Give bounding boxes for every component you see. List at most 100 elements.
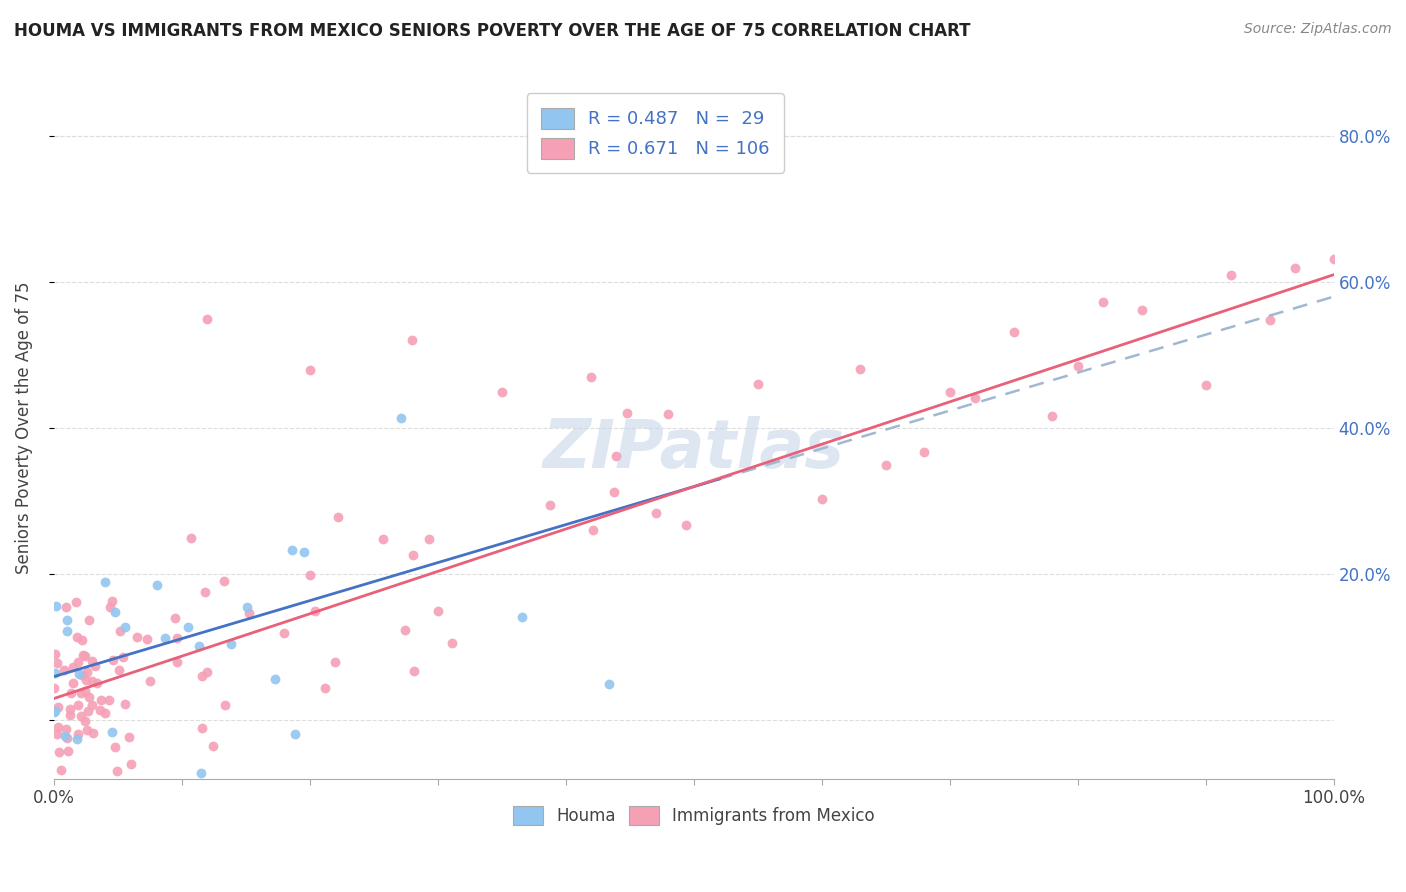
Point xyxy=(1092,294,1115,309)
Point xyxy=(292,545,315,559)
Point xyxy=(80,674,103,689)
Point xyxy=(273,625,295,640)
Point xyxy=(177,620,200,634)
Point xyxy=(62,660,84,674)
Point xyxy=(326,509,349,524)
Point xyxy=(100,599,122,614)
Point xyxy=(42,705,65,719)
Point xyxy=(235,599,257,614)
Point xyxy=(1040,409,1063,423)
Point xyxy=(73,714,96,729)
Point xyxy=(75,673,97,687)
Point xyxy=(1130,302,1153,317)
Point xyxy=(194,585,217,599)
Point xyxy=(48,745,70,759)
Point xyxy=(111,650,134,665)
Point xyxy=(105,764,128,779)
Point xyxy=(53,663,76,677)
Point xyxy=(304,604,326,618)
Point xyxy=(1284,260,1306,275)
Legend: Houma, Immigrants from Mexico: Houma, Immigrants from Mexico xyxy=(505,797,883,834)
Point xyxy=(598,677,620,691)
Point xyxy=(219,637,242,651)
Point xyxy=(90,693,112,707)
Point xyxy=(747,377,769,392)
Point xyxy=(46,700,69,714)
Point xyxy=(401,334,423,348)
Point xyxy=(77,704,100,718)
Point xyxy=(1258,313,1281,327)
Point xyxy=(120,756,142,771)
Point xyxy=(60,686,83,700)
Point xyxy=(912,445,935,459)
Point xyxy=(80,698,103,712)
Point xyxy=(56,731,79,746)
Point xyxy=(79,614,101,628)
Point xyxy=(195,665,218,679)
Point xyxy=(389,411,412,425)
Point xyxy=(441,636,464,650)
Point xyxy=(69,667,91,681)
Point xyxy=(97,693,120,707)
Point xyxy=(418,532,440,546)
Point xyxy=(875,458,897,472)
Point xyxy=(44,704,66,718)
Point xyxy=(602,485,624,500)
Y-axis label: Seniors Poverty Over the Age of 75: Seniors Poverty Over the Age of 75 xyxy=(15,282,32,574)
Point xyxy=(657,407,679,421)
Point xyxy=(155,785,177,799)
Point xyxy=(83,659,105,673)
Point xyxy=(86,676,108,690)
Point xyxy=(938,385,960,400)
Point xyxy=(66,732,89,747)
Point xyxy=(76,665,98,680)
Point xyxy=(202,739,225,753)
Point xyxy=(1195,377,1218,392)
Point xyxy=(56,744,79,758)
Point xyxy=(136,632,159,646)
Point xyxy=(55,722,77,736)
Point xyxy=(298,362,321,376)
Point xyxy=(46,721,69,735)
Point xyxy=(100,783,122,797)
Point xyxy=(104,739,127,754)
Point xyxy=(55,613,77,627)
Point xyxy=(166,655,188,669)
Point xyxy=(299,567,322,582)
Point xyxy=(55,599,77,614)
Text: Source: ZipAtlas.com: Source: ZipAtlas.com xyxy=(1244,22,1392,37)
Point xyxy=(264,672,287,686)
Point xyxy=(238,606,260,620)
Point xyxy=(1323,252,1346,267)
Point xyxy=(66,698,89,713)
Point xyxy=(114,697,136,711)
Point xyxy=(1220,268,1243,282)
Point xyxy=(118,730,141,744)
Point xyxy=(66,727,89,741)
Point xyxy=(104,605,127,619)
Point xyxy=(67,656,90,670)
Point xyxy=(59,708,82,723)
Point xyxy=(538,498,561,512)
Point xyxy=(605,449,627,463)
Point xyxy=(394,623,416,637)
Point xyxy=(166,631,188,645)
Point xyxy=(404,664,426,678)
Point xyxy=(94,575,117,590)
Point xyxy=(80,654,103,668)
Point xyxy=(70,686,93,700)
Point xyxy=(426,604,449,618)
Point xyxy=(46,656,69,670)
Point xyxy=(75,648,97,663)
Point xyxy=(581,523,603,537)
Point xyxy=(139,673,162,688)
Point xyxy=(62,675,84,690)
Point xyxy=(82,725,104,739)
Text: HOUMA VS IMMIGRANTS FROM MEXICO SENIORS POVERTY OVER THE AGE OF 75 CORRELATION C: HOUMA VS IMMIGRANTS FROM MEXICO SENIORS … xyxy=(14,22,970,40)
Point xyxy=(44,647,66,661)
Point xyxy=(281,542,304,557)
Point xyxy=(101,724,124,739)
Point xyxy=(108,624,131,638)
Text: ZIPatlas: ZIPatlas xyxy=(543,417,845,483)
Point xyxy=(1066,359,1088,374)
